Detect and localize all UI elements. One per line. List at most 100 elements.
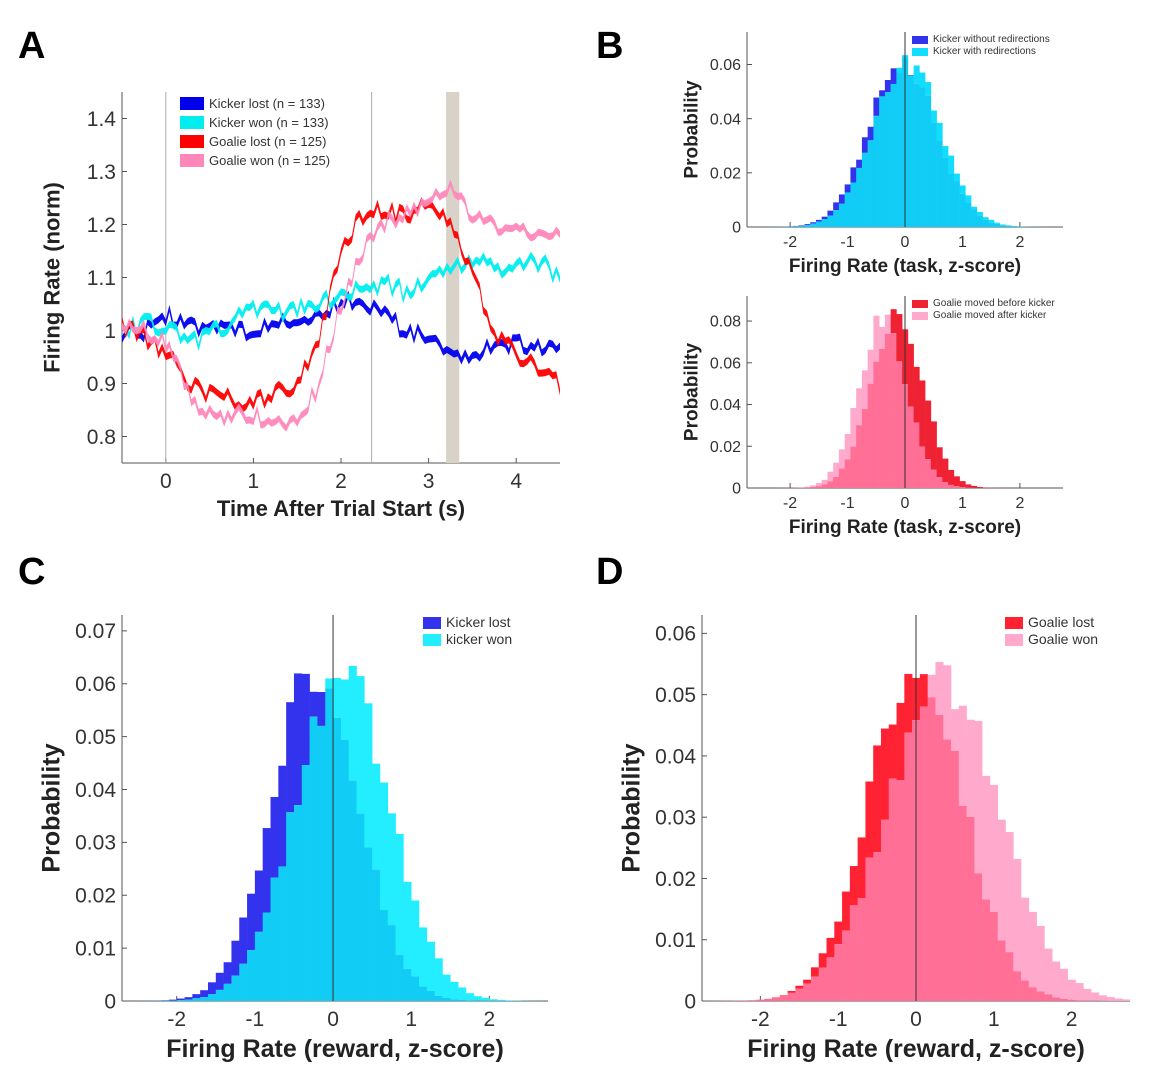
hist-bar-overlap	[849, 905, 858, 1001]
hist-bar-excess	[856, 388, 863, 426]
hist-bar-excess	[1098, 995, 1107, 1001]
legend-swatch	[912, 48, 928, 56]
hist-bar-overlap	[1028, 987, 1037, 1001]
hist-bar-excess	[239, 917, 248, 964]
hist-bar-excess	[458, 987, 467, 1000]
series-band	[122, 290, 560, 365]
legend-swatch	[180, 135, 204, 148]
hist-bar-overlap	[884, 333, 891, 488]
hist-bar-overlap	[450, 999, 459, 1001]
hist-bar-overlap	[919, 87, 926, 227]
hist-bar-overlap	[434, 995, 443, 1001]
hist-bar-excess	[834, 921, 843, 945]
hist-bar-overlap	[907, 75, 914, 228]
hist-bar-overlap	[965, 202, 972, 227]
hist-bar-excess	[1013, 858, 1022, 972]
hist-bar-overlap	[810, 486, 817, 488]
hist-bar-excess	[364, 703, 373, 848]
hist-bar-excess	[803, 979, 812, 984]
hist-bar-overlap	[936, 140, 943, 227]
y-tick-label: 1.3	[87, 161, 116, 184]
hist-bar-overlap	[804, 224, 811, 227]
legend-label: kicker won	[446, 631, 512, 647]
hist-bar-overlap	[764, 998, 773, 1001]
hist-bar-excess	[913, 366, 920, 423]
hist-bar-excess	[849, 866, 858, 906]
hist-bar-excess	[356, 676, 365, 814]
hist-bar-overlap	[278, 866, 287, 1001]
hist-bar-excess	[930, 110, 937, 123]
hist-bar-overlap	[951, 750, 960, 1001]
x-tick-label: -1	[246, 1008, 265, 1031]
hist-bar-excess	[1122, 999, 1131, 1001]
x-tick-label: 0	[901, 495, 910, 512]
hist-bar-overlap	[976, 215, 983, 227]
chart-b-bottom: -2 -1 0 1 2 0 0.02 0.04 0.06 0.08 Firing Rate (tas…	[681, 296, 1063, 538]
y-tick-label: 0.01	[655, 929, 696, 952]
hist-bar-overlap	[1067, 999, 1076, 1001]
hist-bar-excess	[278, 765, 287, 867]
hist-bar-excess	[215, 972, 224, 990]
hist-bar-overlap	[1036, 991, 1045, 1001]
hist-bar-overlap	[411, 976, 420, 1001]
hist-bar-excess	[959, 185, 966, 194]
hist-bar-excess	[861, 137, 868, 153]
hist-bar-overlap	[880, 819, 890, 1001]
hist-bar-excess	[857, 837, 866, 899]
hist-bar-excess	[207, 982, 217, 995]
hist-bar-excess	[953, 173, 960, 182]
hist-bar-excess	[815, 483, 822, 487]
hist-bar-overlap	[925, 459, 932, 488]
hist-bar-overlap	[1005, 952, 1014, 1001]
charts-layer: 0 1 2 3 4 0.8 0.9 1 1.1 1.2 1.3 1.4 Time After Trial…	[37, 32, 1131, 1063]
hist-bar-overlap	[426, 990, 435, 1001]
hist-bar-overlap	[850, 446, 857, 488]
hist-bar-excess	[821, 216, 828, 220]
hist-bar-overlap	[465, 1000, 475, 1001]
hist-bar-overlap	[192, 998, 201, 1001]
hist-bar-excess	[904, 673, 913, 733]
x-tick-label: 2	[1066, 1008, 1078, 1031]
y-tick-label: 0.03	[655, 807, 696, 830]
hist-bar-overlap	[873, 852, 882, 1001]
hist-bar-excess	[833, 462, 840, 477]
hist-bar-overlap	[333, 717, 342, 1001]
hist-bar-overlap	[1044, 994, 1053, 1001]
chart-b-top: -2 -1 0 1 2 0 0.02 0.04 0.06 Firing Rate (task, z…	[681, 32, 1064, 277]
hist-bar-overlap	[200, 997, 209, 1001]
hist-bar-overlap	[815, 221, 822, 227]
hist-bar-overlap	[913, 83, 920, 228]
x-tick-label: 2	[1015, 495, 1024, 512]
hist-bar-overlap	[988, 222, 995, 227]
hist-bar-excess	[1044, 948, 1053, 995]
x-axis-label: Firing Rate (task, z-score)	[789, 256, 1021, 277]
y-tick-label: 0.04	[75, 779, 116, 802]
y-axis-label: Probability	[681, 80, 702, 179]
hist-bar-overlap	[270, 877, 279, 1001]
hist-bar-excess	[919, 72, 926, 88]
hist-bar-excess	[965, 484, 972, 488]
hist-bar-overlap	[930, 469, 937, 488]
hist-bar-overlap	[974, 873, 983, 1001]
hist-bar-excess	[873, 315, 880, 362]
hist-bar-excess	[176, 998, 185, 1001]
hist-bar-overlap	[827, 215, 834, 227]
hist-bar-overlap	[856, 167, 863, 227]
hist-bar-overlap	[907, 406, 914, 488]
legend-label: Goalie lost (n = 125)	[209, 134, 326, 149]
x-tick-label: 0	[160, 470, 172, 493]
hist-bar-excess	[838, 449, 845, 469]
hist-bar-excess	[184, 997, 193, 1000]
hist-bar-excess	[927, 674, 936, 698]
hist-bar-overlap	[861, 409, 868, 488]
hist-bar-excess	[505, 1000, 514, 1001]
x-tick-label: 1	[958, 495, 967, 512]
hist-bar-excess	[419, 927, 428, 987]
hist-bar-excess	[473, 996, 482, 1001]
hist-bar-excess	[948, 155, 955, 174]
hist-bar-excess	[168, 999, 178, 1001]
hist-bar-excess	[804, 224, 811, 225]
hist-bar-excess	[815, 219, 822, 222]
